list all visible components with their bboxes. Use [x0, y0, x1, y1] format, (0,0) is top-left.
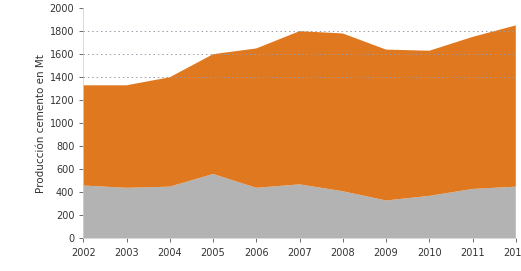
- Y-axis label: Producción cemento en Mt: Producción cemento en Mt: [35, 54, 45, 193]
